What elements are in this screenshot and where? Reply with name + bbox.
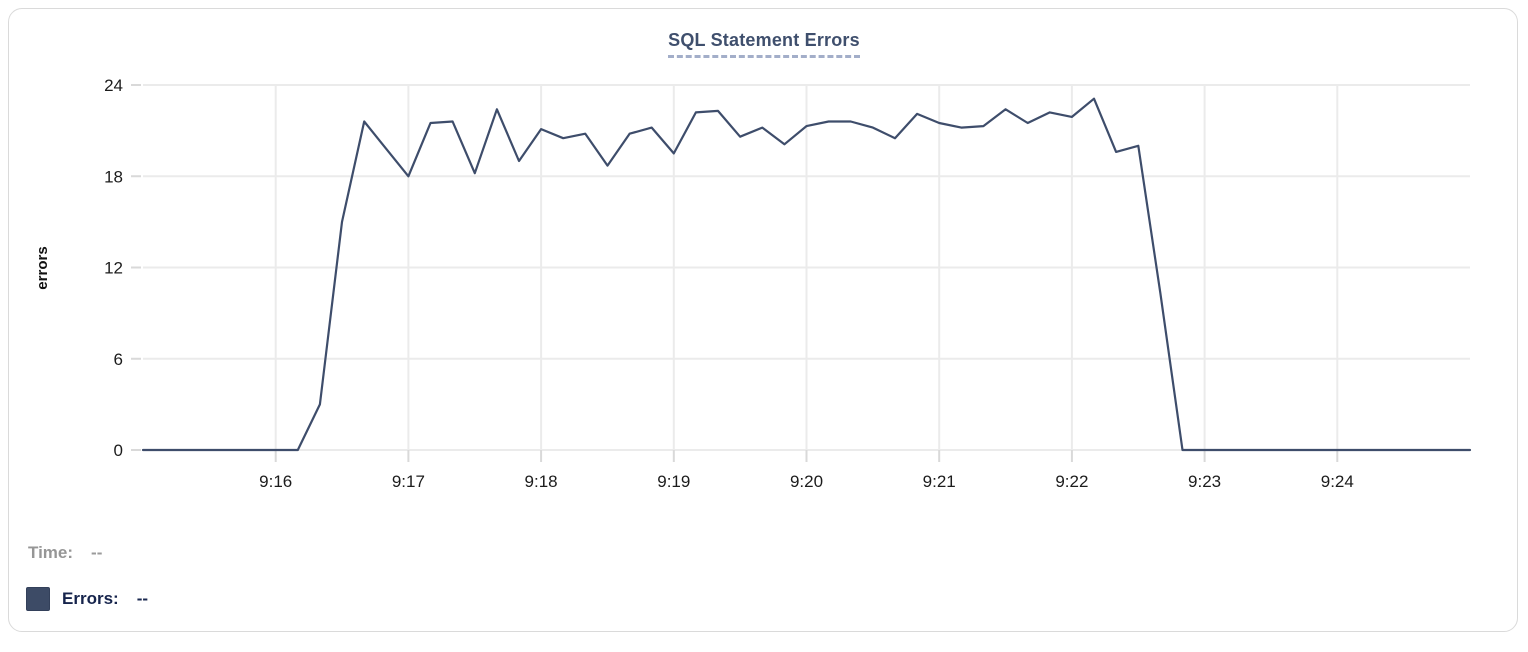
series-line-errors — [141, 97, 1472, 452]
tooltip-time-row: Time: -- — [28, 543, 102, 563]
chart-title[interactable]: SQL Statement Errors — [668, 30, 860, 58]
time-value: -- — [91, 543, 103, 562]
x-tick-label: 9:17 — [392, 472, 425, 491]
errors-line-chart: 0 6 12 18 24 9:16 9:17 9:18 9:19 9:20 9:21 9:22 9:23… — [34, 76, 1472, 491]
x-tick-label: 9:21 — [923, 472, 956, 491]
y-axis-title: errors — [34, 246, 51, 289]
x-tick-label: 9:22 — [1055, 472, 1088, 491]
y-tick-label: 24 — [104, 76, 123, 95]
chart-title-row: SQL Statement Errors — [0, 30, 1528, 58]
x-tick-label: 9:20 — [790, 472, 823, 491]
x-tick-label: 9:24 — [1321, 472, 1354, 491]
time-label: Time: — [28, 543, 74, 562]
x-tick-label: 9:18 — [525, 472, 558, 491]
y-tick-label: 6 — [114, 350, 123, 369]
chart-card — [8, 8, 1518, 632]
errors-series-swatch — [26, 587, 50, 611]
tooltip-errors-row: Errors: -- — [26, 587, 148, 611]
y-tick-label: 0 — [114, 441, 123, 460]
y-tick-label: 18 — [104, 167, 123, 186]
y-tick-label: 12 — [104, 259, 123, 278]
x-tick-label: 9:19 — [657, 472, 690, 491]
errors-label: Errors: — [62, 589, 119, 608]
errors-value: -- — [136, 589, 149, 608]
x-tick-label: 9:16 — [259, 472, 292, 491]
x-tick-label: 9:23 — [1188, 472, 1221, 491]
